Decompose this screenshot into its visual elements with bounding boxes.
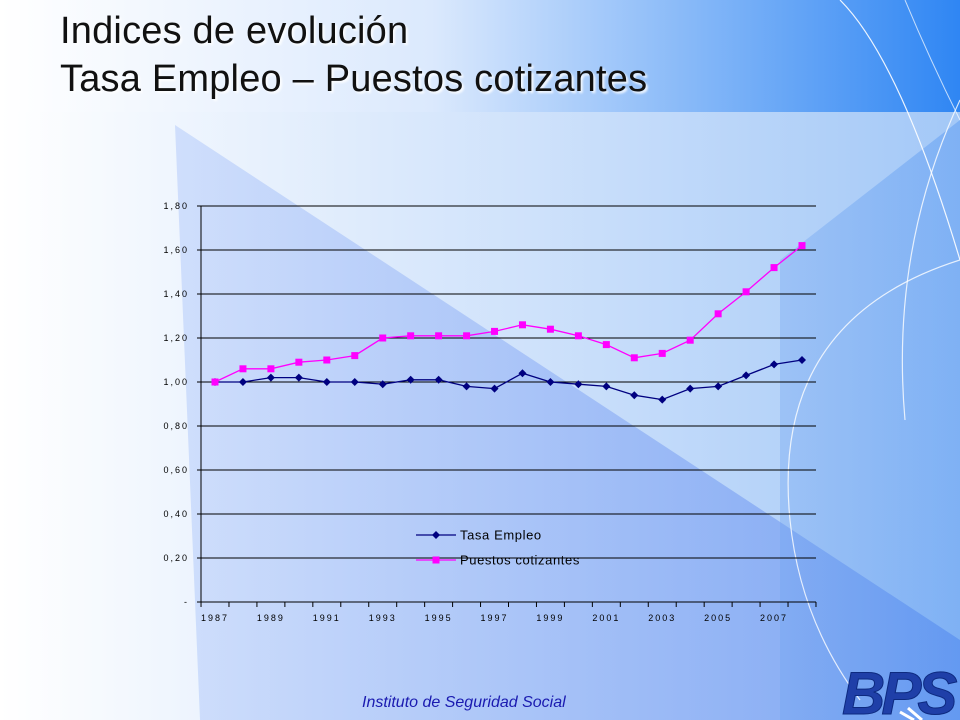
data-point <box>378 380 387 389</box>
x-tick-label: 2005 <box>704 613 732 623</box>
y-tick-label: 1,60 <box>163 245 189 255</box>
x-tick-label: 1999 <box>536 613 564 623</box>
svg-text:BPS: BPS <box>842 660 957 720</box>
data-point <box>630 354 638 362</box>
y-tick-label: 0,20 <box>163 553 189 563</box>
series-tasa-empleo <box>211 356 806 404</box>
x-tick-labels: 1987 1989 1991 1993 1995 1997 1999 2001 2003 2005… <box>201 613 788 623</box>
axes <box>197 205 817 607</box>
legend-label: Tasa Empleo <box>460 528 542 543</box>
data-point <box>462 382 471 391</box>
y-tick-label: 0,40 <box>163 509 189 519</box>
data-point <box>435 332 443 340</box>
data-point <box>686 336 694 344</box>
y-tick-label: - <box>184 597 189 607</box>
data-point <box>407 332 415 340</box>
y-tick-label: 1,40 <box>163 289 189 299</box>
y-tick-label: 0,80 <box>163 421 189 431</box>
bps-logo: BPS <box>842 660 960 720</box>
legend-label: Puestos cotizantes <box>460 553 580 568</box>
y-tick-label: 0,60 <box>163 465 189 475</box>
data-point <box>491 327 499 335</box>
data-point <box>574 332 582 340</box>
data-point <box>406 375 415 384</box>
data-point <box>546 378 555 386</box>
data-point <box>546 325 554 333</box>
data-point <box>295 358 303 366</box>
data-point <box>322 378 331 386</box>
data-point <box>518 321 526 329</box>
data-point <box>238 378 247 386</box>
series-puestos-cotizantes <box>211 242 806 386</box>
x-tick-label: 1997 <box>481 613 509 623</box>
data-point <box>434 375 443 384</box>
legend-item: Tasa Empleo <box>416 528 542 543</box>
x-tick-label: 1989 <box>257 613 285 623</box>
x-tick-label: 2007 <box>760 613 788 623</box>
y-tick-label: 1,20 <box>163 333 189 343</box>
series-line <box>215 359 803 401</box>
footer-institution: Instituto de Seguridad Social <box>362 694 566 711</box>
data-point <box>350 378 359 386</box>
data-point <box>798 242 806 250</box>
data-point <box>211 378 219 386</box>
data-point <box>770 264 778 272</box>
data-point <box>742 371 751 380</box>
data-point <box>742 288 750 296</box>
x-tick-label: 1993 <box>369 613 397 623</box>
chart-legend: Tasa Empleo Puestos cotizantes <box>416 528 580 568</box>
legend-swatch-marker <box>432 531 440 539</box>
slide-title-line-1: Indices de evolución <box>60 10 409 52</box>
x-tick-label: 1987 <box>201 613 229 623</box>
series-line <box>214 245 803 383</box>
data-point <box>294 373 303 382</box>
y-tick-labels: - 0,20 0,40 0,60 0,80 1,00 1,20 1,40 1,60 1,80 <box>163 201 189 607</box>
slide-title-line-2: Tasa Empleo – Puestos cotizantes <box>60 58 648 100</box>
data-point <box>658 395 667 404</box>
x-tick-label: 2001 <box>592 613 620 623</box>
series-group <box>211 242 806 404</box>
data-point <box>714 382 723 391</box>
data-point <box>658 349 666 357</box>
legend-item: Puestos cotizantes <box>416 553 580 568</box>
data-point <box>686 384 695 393</box>
data-point <box>602 341 610 349</box>
data-point <box>351 352 359 360</box>
data-point <box>463 332 471 340</box>
data-point <box>798 356 806 364</box>
legend-swatch-marker <box>432 556 440 564</box>
data-point <box>490 384 499 393</box>
x-tick-label: 2003 <box>648 613 676 623</box>
data-point <box>630 391 639 400</box>
data-point <box>239 365 247 373</box>
x-tick-label: 1995 <box>425 613 453 623</box>
x-tick-label: 1991 <box>313 613 341 623</box>
data-point <box>714 310 722 318</box>
y-tick-label: 1,00 <box>163 377 189 387</box>
y-tick-label: 1,80 <box>163 201 189 211</box>
data-point <box>518 369 527 378</box>
data-point <box>266 373 275 382</box>
data-point <box>770 360 779 369</box>
data-point <box>379 334 387 342</box>
data-point <box>602 382 611 391</box>
gridlines <box>201 205 816 559</box>
data-point <box>574 380 583 389</box>
data-point <box>267 365 275 373</box>
data-point <box>323 356 331 364</box>
